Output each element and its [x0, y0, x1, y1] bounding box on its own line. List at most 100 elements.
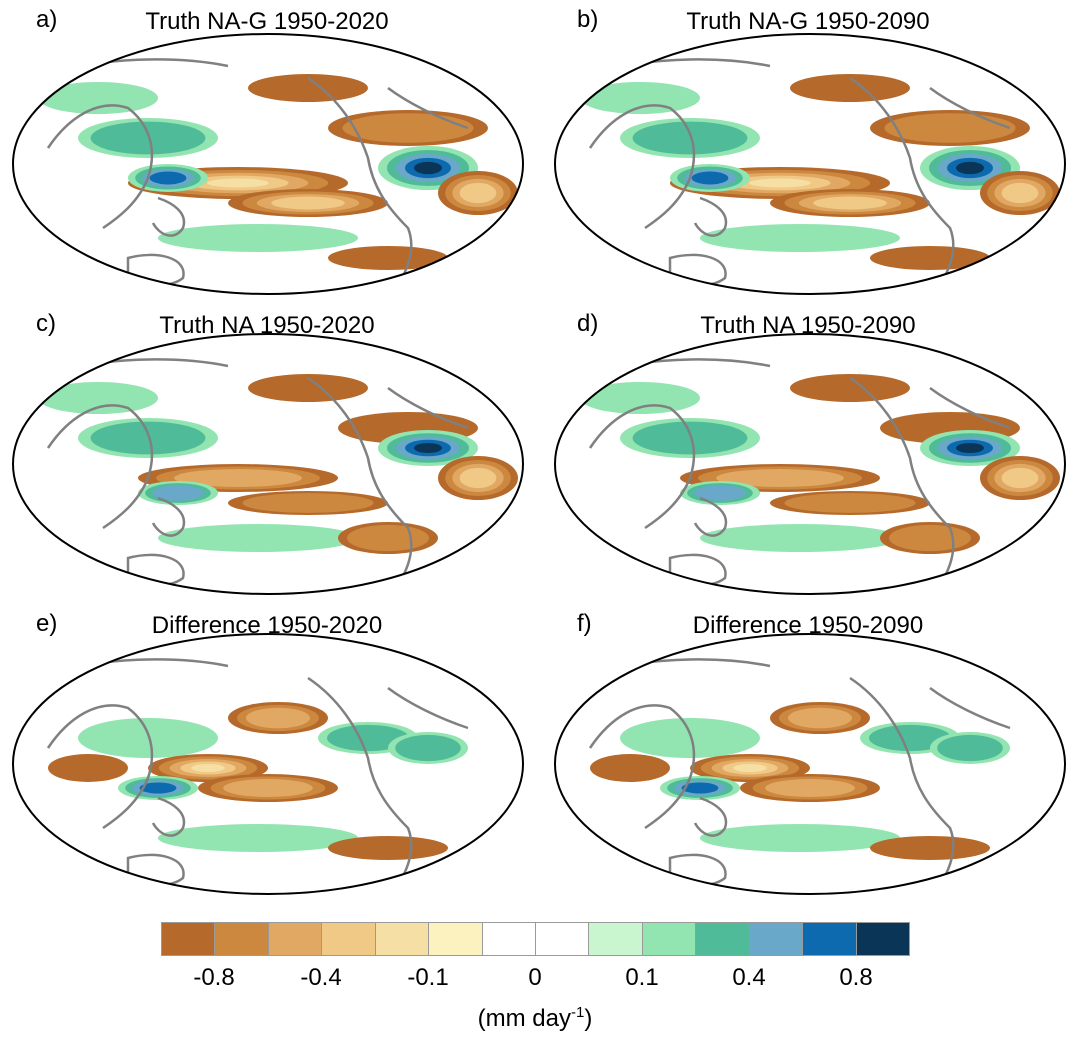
coastline	[387, 686, 469, 730]
dry-anomaly-shape	[328, 246, 448, 270]
coastline	[693, 796, 728, 837]
unit-close: )	[584, 1005, 593, 1032]
panel-label-f: f)	[577, 610, 592, 637]
coastline	[307, 376, 413, 594]
coastline	[46, 704, 154, 830]
coastline	[151, 496, 186, 537]
panel-title-f: Difference 1950-2090	[692, 612, 924, 639]
wet-anomaly-shape	[694, 485, 746, 501]
panel-label-d: d)	[577, 310, 599, 337]
wet-anomaly-shape	[38, 382, 158, 414]
coastline	[849, 376, 955, 594]
wet-anomaly-shape	[38, 82, 158, 114]
panel-title-a: Truth NA-G 1950-2020	[145, 8, 389, 35]
coastline	[46, 404, 154, 530]
coastline	[387, 386, 469, 430]
colorbar-unit-label: (mm day-1)	[478, 1004, 593, 1033]
colorbar-tick-label: -0.8	[193, 964, 235, 991]
panel-a	[8, 28, 524, 298]
wet-anomaly-shape	[158, 224, 358, 252]
dry-anomaly-shape	[174, 469, 302, 487]
dry-anomaly-shape	[242, 493, 374, 513]
map-background	[13, 634, 523, 894]
colorbar-box	[535, 922, 590, 956]
colorbar-box	[321, 922, 376, 956]
panel-label-c: c)	[36, 310, 56, 337]
panel-title-e: Difference 1950-2020	[151, 612, 383, 639]
panel-label-e: e)	[36, 610, 58, 637]
map-border	[12, 33, 524, 295]
dry-anomaly-shape	[347, 524, 429, 552]
dry-anomaly-shape	[1001, 467, 1039, 489]
dry-anomaly-shape	[207, 178, 269, 188]
wet-anomaly-shape	[956, 442, 984, 454]
colorbar-tick-label: 0.8	[839, 964, 873, 991]
panel-d	[550, 328, 1066, 598]
dry-anomaly-shape	[223, 779, 313, 797]
colorbar-box	[374, 922, 430, 956]
wet-anomaly-shape	[78, 718, 218, 758]
dry-anomaly-shape	[248, 74, 368, 102]
coastline	[929, 686, 1011, 730]
map-panel-f	[554, 633, 1066, 895]
wet-anomaly-shape	[700, 824, 900, 852]
dry-anomaly-shape	[342, 113, 474, 143]
wet-anomaly-shape	[158, 524, 358, 552]
dry-anomaly-shape	[870, 836, 990, 860]
dry-anomaly-shape	[813, 196, 887, 210]
colorbar-box	[214, 922, 269, 956]
wet-anomaly-shape	[327, 724, 409, 752]
wet-anomaly-shape	[700, 224, 900, 252]
coastline	[693, 196, 728, 237]
dry-anomaly-shape	[765, 779, 855, 797]
coastline	[849, 676, 955, 894]
coastline	[588, 704, 696, 830]
colorbar-box	[855, 922, 910, 956]
coastline	[46, 104, 154, 230]
coastline	[929, 86, 1011, 130]
dry-anomaly-shape	[459, 182, 497, 204]
colorbar-box	[588, 922, 643, 956]
wet-anomaly-shape	[937, 734, 1003, 762]
wet-anomaly-shape	[580, 382, 700, 414]
coastline	[151, 196, 186, 237]
dry-anomaly-shape	[790, 74, 910, 102]
map-panel-a	[12, 33, 524, 295]
colorbar-box	[695, 922, 750, 956]
map-border	[554, 333, 1066, 595]
panel-f	[550, 628, 1066, 898]
map-panel-b	[554, 33, 1066, 295]
map-border	[554, 33, 1066, 295]
coastline	[387, 86, 469, 130]
wet-anomaly-shape	[139, 782, 177, 794]
wet-anomaly-shape	[956, 161, 984, 175]
panel-title-b: Truth NA-G 1950-2090	[686, 8, 930, 35]
colorbar-box	[481, 922, 536, 956]
coastline	[588, 404, 696, 530]
wet-anomaly-shape	[152, 485, 204, 501]
coastline	[849, 76, 955, 294]
unit-text: (mm day	[477, 1005, 571, 1032]
colorbar-box	[428, 922, 483, 956]
panel-title-d: Truth NA 1950-2090	[700, 312, 916, 339]
coastline	[307, 676, 413, 894]
coastline	[588, 104, 696, 230]
dry-anomaly-shape	[1001, 182, 1039, 204]
dry-anomaly-shape	[48, 754, 128, 782]
dry-anomaly-shape	[248, 374, 368, 402]
wet-anomaly-shape	[90, 121, 206, 155]
wet-anomaly-shape	[869, 724, 951, 752]
dry-anomaly-shape	[590, 754, 670, 782]
colorbar: -0.8 -0.4 -0.1 0 0.1 0.4 0.8 (mm day-1)	[161, 922, 910, 1038]
wet-anomaly-shape	[632, 421, 748, 455]
dry-anomaly-shape	[733, 764, 767, 772]
map-border	[12, 333, 524, 595]
coastline	[151, 796, 186, 837]
map-panel-e	[12, 633, 524, 895]
wet-anomaly-shape	[395, 734, 461, 762]
dry-anomaly-shape	[790, 374, 910, 402]
wet-anomaly-shape	[691, 171, 729, 185]
colorbar-tick-label: 0	[528, 964, 542, 991]
colorbar-box	[267, 922, 323, 956]
colorbar-box	[161, 922, 216, 956]
